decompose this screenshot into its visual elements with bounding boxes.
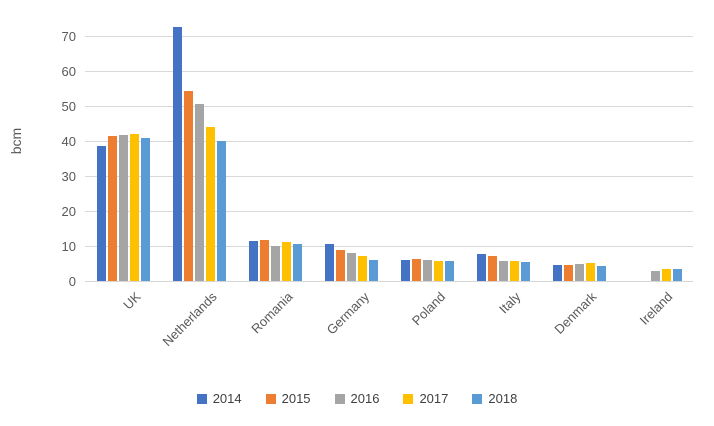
bar-italy-2016 [498, 260, 508, 281]
bar-uk-2016 [118, 134, 128, 281]
bar-group-ireland [617, 18, 693, 281]
x-category-label-italy: Italy [496, 289, 524, 317]
legend-label-2014: 2014 [212, 391, 242, 406]
x-category-label-uk: UK [120, 289, 144, 313]
bar-romania-2017 [281, 242, 291, 281]
legend-swatch-2017 [403, 394, 414, 404]
legend-item-2018: 2018 [472, 392, 517, 406]
y-tick-label: 40 [61, 133, 76, 149]
legend-swatch-2016 [334, 394, 345, 404]
bar-uk-2017 [129, 133, 139, 281]
bar-netherlands-2016 [194, 103, 204, 281]
gridline [85, 140, 693, 142]
bar-germany-2017 [357, 255, 367, 281]
x-category-label-romania: Romania [248, 289, 296, 337]
x-category-label-ireland: Ireland [636, 289, 676, 328]
x-category-label-poland: Poland [408, 289, 448, 329]
gridline [85, 105, 693, 107]
bar-group-netherlands [161, 18, 237, 281]
bar-italy-2014 [476, 254, 486, 281]
bar-uk-2015 [107, 135, 117, 281]
legend-label-2018: 2018 [488, 391, 518, 406]
y-tick-label: 20 [61, 203, 76, 219]
y-tick-label: 30 [61, 168, 76, 184]
bar-uk-2018 [140, 137, 150, 281]
y-tick-label: 10 [61, 238, 76, 254]
bar-romania-2014 [248, 241, 258, 281]
legend: 2014 2015 2016 2017 2018 [0, 388, 714, 410]
bar-germany-2016 [346, 252, 356, 281]
bar-ireland-2017 [661, 269, 671, 281]
legend-label-2017: 2017 [419, 391, 449, 406]
bar-romania-2018 [292, 244, 302, 281]
gridline [85, 245, 693, 247]
bar-group-denmark [541, 18, 617, 281]
x-axis-line [85, 281, 693, 282]
bar-poland-2015 [411, 258, 421, 281]
y-tick-label: 60 [61, 63, 76, 79]
y-axis-title: bcm [8, 127, 24, 155]
bar-italy-2018 [520, 261, 530, 281]
bar-poland-2016 [422, 259, 432, 281]
x-category-label-denmark: Denmark [551, 289, 600, 337]
bar-germany-2015 [335, 249, 345, 281]
bar-group-romania [237, 18, 313, 281]
legend-label-2016: 2016 [350, 391, 380, 406]
x-category-label-germany: Germany [323, 289, 372, 338]
legend-item-2014: 2014 [196, 391, 242, 406]
bar-poland-2014 [400, 259, 410, 281]
legend-swatch-2015 [265, 394, 276, 404]
legend-swatch-2014 [196, 394, 207, 404]
bar-romania-2016 [270, 245, 280, 281]
bar-italy-2015 [487, 255, 497, 281]
y-tick-label: 50 [61, 98, 76, 114]
legend-item-2017: 2017 [403, 392, 448, 406]
legend-swatch-2018 [472, 394, 483, 404]
gridline [85, 175, 693, 177]
bar-denmark-2018 [596, 266, 606, 281]
gridline [85, 210, 693, 212]
legend-label-2015: 2015 [281, 391, 311, 406]
bar-poland-2017 [433, 261, 443, 281]
y-tick-label: 70 [61, 28, 76, 44]
bar-group-uk [85, 18, 161, 281]
plot-area [85, 18, 693, 281]
legend-item-2015: 2015 [265, 391, 311, 406]
bar-italy-2017 [509, 260, 519, 281]
bar-romania-2015 [259, 240, 269, 281]
bar-denmark-2016 [574, 263, 584, 281]
gridline [85, 70, 693, 72]
bar-germany-2014 [324, 244, 334, 281]
bar-denmark-2017 [585, 262, 595, 281]
bar-denmark-2014 [552, 265, 562, 281]
bar-ireland-2018 [672, 269, 682, 281]
bar-netherlands-2014 [172, 26, 182, 281]
bar-netherlands-2015 [183, 90, 193, 281]
bar-ireland-2016 [650, 270, 660, 281]
bar-group-germany [313, 18, 389, 281]
gridline [85, 35, 693, 37]
bar-poland-2018 [444, 260, 454, 281]
x-category-label-netherlands: Netherlands [159, 289, 220, 350]
bar-denmark-2015 [563, 264, 573, 281]
bar-netherlands-2018 [216, 141, 226, 281]
bar-netherlands-2017 [205, 126, 215, 281]
y-tick-label: 0 [68, 274, 76, 289]
bar-germany-2018 [368, 259, 378, 281]
bar-group-italy [465, 18, 541, 281]
bar-group-poland [389, 18, 465, 281]
legend-item-2016: 2016 [334, 391, 380, 406]
bar-uk-2014 [96, 146, 106, 281]
